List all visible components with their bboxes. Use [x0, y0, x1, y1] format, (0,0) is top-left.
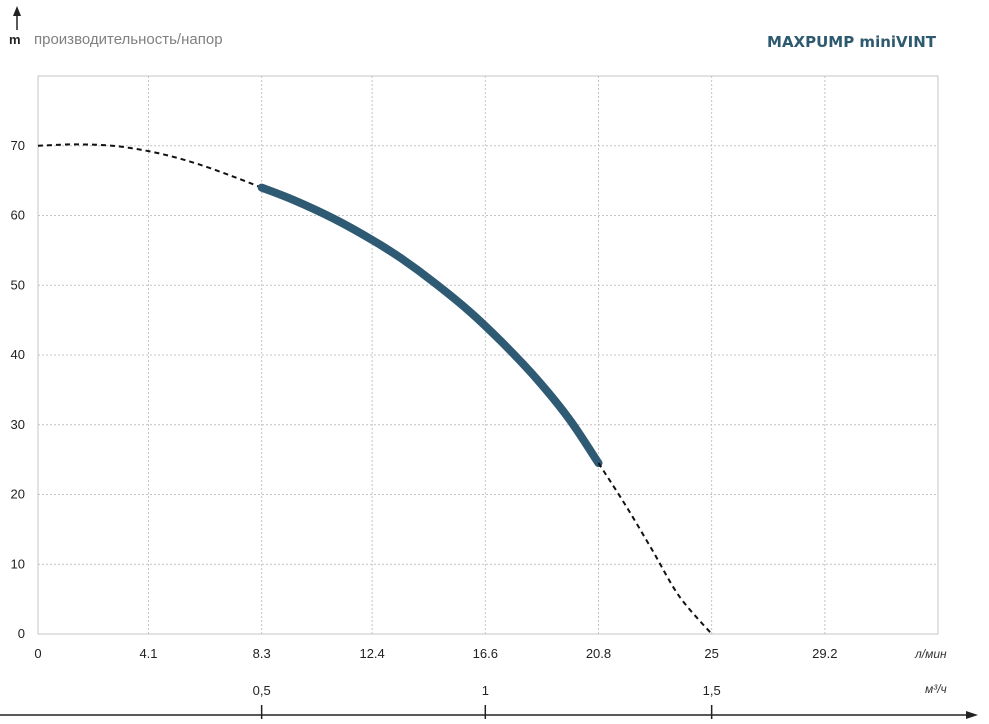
chart-axes: [0, 6, 978, 719]
x-tick-label: 4.1: [139, 646, 157, 661]
secondary-x-tick-label: 1: [482, 683, 489, 698]
chart-tick-labels: 0 4.1 8.3 12.4 16.6 20.8 25 29.2 0 10 20 30 40 50 60 70…: [11, 138, 838, 698]
y-tick-label: 30: [11, 417, 25, 432]
chart-title: MAXPUMP miniVINT: [767, 33, 937, 51]
x-tick-label: 12.4: [359, 646, 384, 661]
secondary-x-tick-label: 1,5: [703, 683, 721, 698]
chart-grid: [37, 75, 939, 635]
secondary-x-tick-label: 0,5: [253, 683, 271, 698]
y-tick-label: 60: [11, 208, 25, 223]
y-tick-label: 40: [11, 347, 25, 362]
chart-series: [37, 143, 713, 635]
x-tick-label: 0: [34, 646, 41, 661]
y-tick-label: 0: [18, 626, 25, 641]
x-tick-label: 8.3: [253, 646, 271, 661]
y-tick-label: 20: [11, 487, 25, 502]
curve-working-range: [257, 183, 603, 468]
curve-dashed-end: [597, 462, 713, 635]
x-axis-label: л/мин: [914, 647, 947, 661]
curve-dashed-start: [37, 143, 263, 189]
x-tick-label: 16.6: [473, 646, 498, 661]
secondary-x-axis-label: м³/ч: [925, 682, 947, 696]
y-axis-label: m: [9, 32, 21, 47]
x-tick-label: 25: [704, 646, 718, 661]
x-tick-label: 20.8: [586, 646, 611, 661]
secondary-x-axis-arrowhead: [966, 711, 978, 719]
y-tick-label: 10: [11, 556, 25, 571]
y-tick-label: 50: [11, 277, 25, 292]
chart-subtitle: производительность/напор: [34, 31, 223, 48]
y-axis-arrowhead: [13, 6, 21, 16]
x-tick-label: 29.2: [812, 646, 837, 661]
y-tick-label: 70: [11, 138, 25, 153]
